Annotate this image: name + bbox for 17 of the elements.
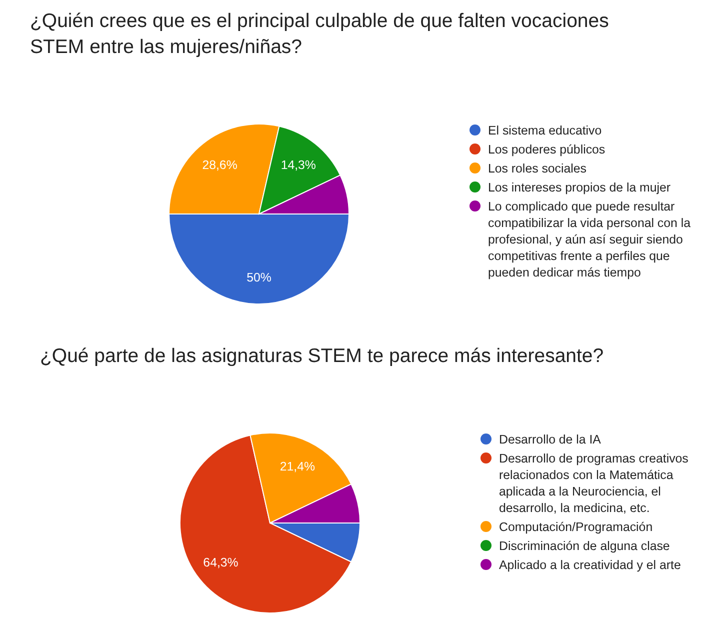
chart-title: ¿Qué parte de las asignaturas STEM te parece más interesante?: [40, 345, 604, 367]
legend-label: El sistema educativo: [488, 123, 602, 138]
legend-label: Desarrollo de programas creativos relacionados con la Matemática aplicada a la Neurociencia, el desarrollo, la medicina, etc.: [499, 451, 688, 515]
chart-title: ¿Quién crees que es el principal culpable de que falten vocaciones STEM entre las mujeres/niñas?: [30, 10, 610, 58]
legend-label: Los poderes públicos: [488, 142, 606, 156]
legend-label: Los intereses propios de la mujer: [488, 180, 671, 194]
data-label: 21,4%: [280, 460, 316, 474]
data-label: 28,6%: [202, 158, 238, 172]
legend-label: Computación/Programación: [499, 520, 653, 534]
legend-label: Los roles sociales: [488, 161, 586, 176]
data-label: 50%: [246, 270, 272, 284]
data-label: 14,3%: [280, 158, 316, 172]
legend-label: Desarrollo de la IA: [499, 432, 602, 446]
legend-label: Aplicado a la creatividad y el arte: [499, 558, 681, 572]
legend-label: Lo complicado que puede resultar compatibilizar la vida personal con la profesional, y aún así seguir siendo competitivas frente a perfiles que pueden dedicar más tiempo: [488, 199, 691, 280]
legend-label: Discriminación de alguna clase: [499, 538, 670, 553]
data-label: 64,3%: [203, 556, 238, 570]
